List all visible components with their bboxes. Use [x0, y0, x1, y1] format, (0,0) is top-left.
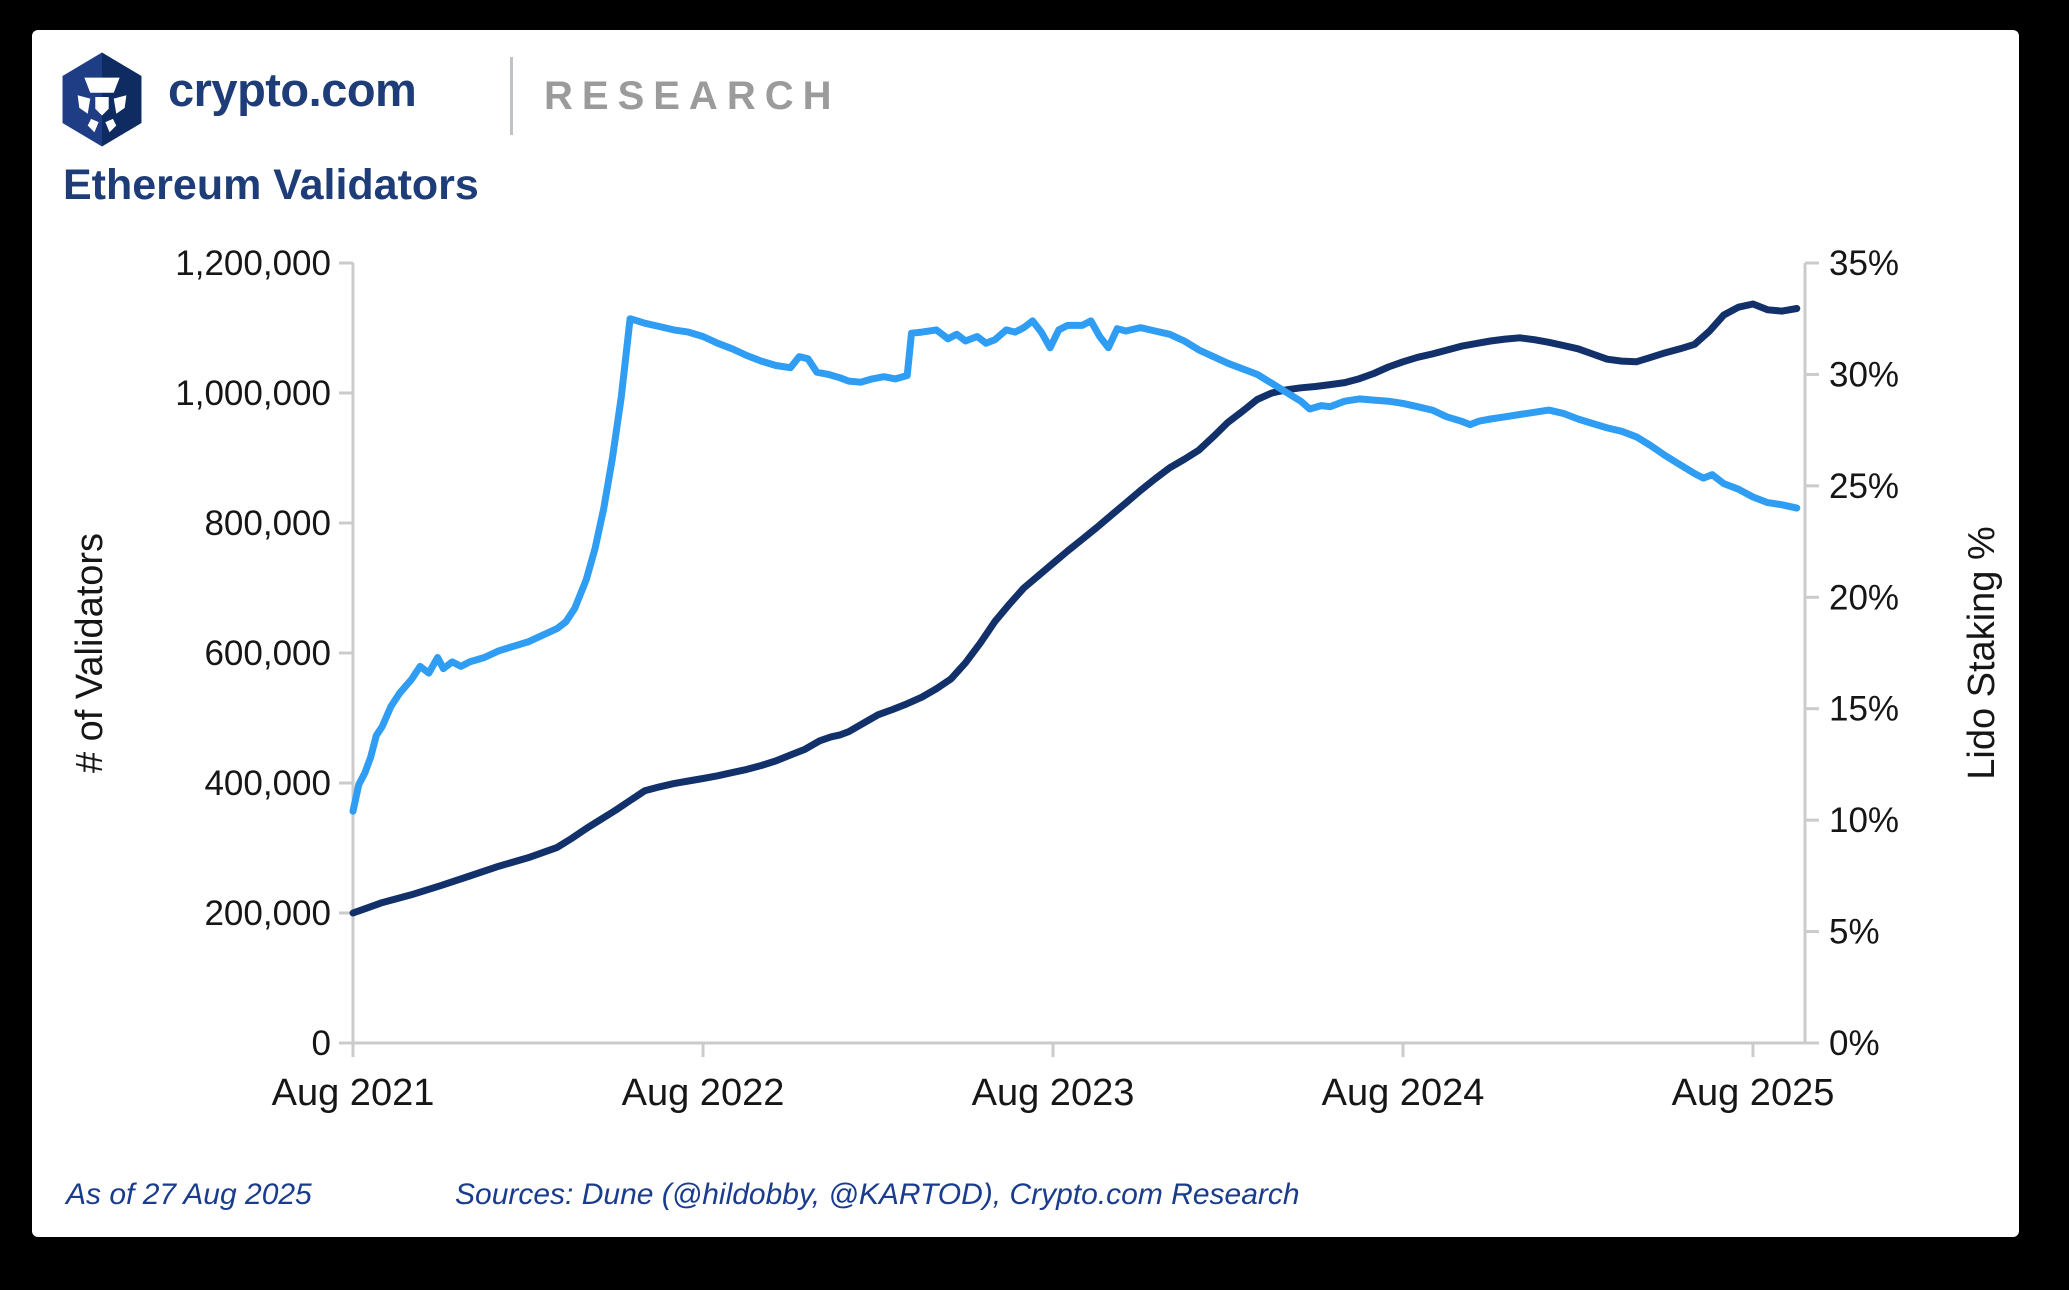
right-tick-label: 15% [1829, 690, 1899, 729]
left-tick-label: 1,000,000 [175, 374, 331, 413]
x-tick-label: Aug 2025 [1672, 1072, 1835, 1114]
x-tick-label: Aug 2022 [622, 1072, 785, 1114]
left-axis-title: # of Validators [69, 533, 111, 773]
sources-note: Sources: Dune (@hildobby, @KARTOD), Cryp… [455, 1178, 1300, 1211]
page-title: Ethereum Validators [63, 161, 479, 209]
logo-wordmark: crypto.com [168, 63, 417, 116]
x-tick-label: Aug 2024 [1322, 1072, 1485, 1114]
left-tick-label: 200,000 [204, 894, 331, 933]
validators-line [349, 300, 1801, 917]
right-tick-label: 10% [1829, 801, 1899, 840]
right-tick-label: 0% [1829, 1024, 1880, 1063]
left-tick-label: 400,000 [204, 764, 331, 803]
right-tick-label: 30% [1829, 355, 1899, 394]
left-tick-label: 1,200,000 [175, 244, 331, 283]
left-tick-label: 800,000 [204, 504, 331, 543]
right-tick-label: 25% [1829, 467, 1899, 506]
lido-staking-line [349, 315, 1801, 815]
left-tick-label: 0 [312, 1024, 331, 1063]
header-divider [510, 57, 513, 135]
as-of-date: As of 27 Aug 2025 [66, 1178, 312, 1211]
right-axis-title: Lido Staking % [1961, 526, 2003, 780]
x-tick-label: Aug 2023 [972, 1072, 1135, 1114]
left-tick-label: 600,000 [204, 634, 331, 673]
chart-card [32, 30, 2019, 1237]
crypto-com-shield-icon [62, 52, 142, 147]
x-tick-label: Aug 2021 [272, 1072, 435, 1114]
research-label: RESEARCH [544, 74, 841, 118]
right-tick-label: 5% [1829, 913, 1880, 952]
right-tick-label: 35% [1829, 244, 1899, 283]
right-tick-label: 20% [1829, 578, 1899, 617]
